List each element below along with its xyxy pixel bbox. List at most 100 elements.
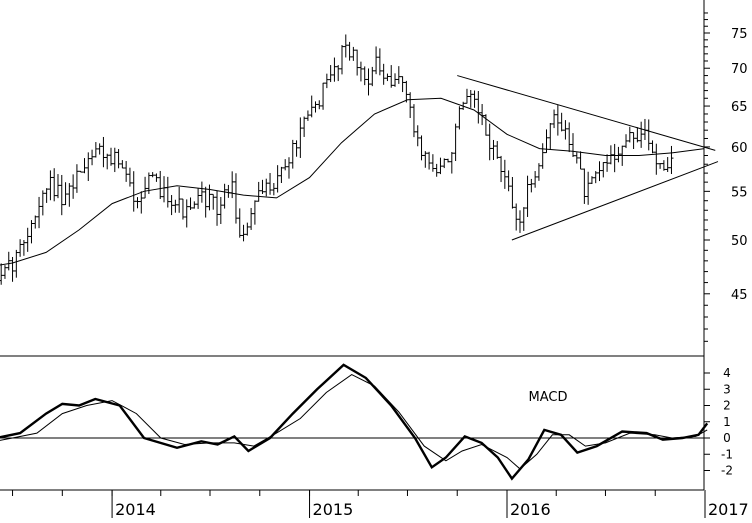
ohlc-bar: [578, 151, 583, 170]
ohlc-bar: [555, 104, 560, 136]
ohlc-bar: [571, 133, 575, 158]
ohlc-bar: [40, 190, 45, 216]
ohlc-bars: [0, 34, 674, 285]
ohlc-bar: [131, 171, 136, 212]
ohlc-bar: [249, 207, 254, 230]
ohlc-bar: [389, 65, 394, 88]
ohlc-bar: [446, 158, 451, 163]
ohlc-bar: [162, 176, 167, 203]
ohlc-bar: [340, 44, 344, 75]
ohlc-bar: [593, 171, 598, 184]
ohlc-bar: [260, 179, 265, 194]
ohlc-bar: [233, 173, 238, 224]
price-tick-label: 70: [731, 62, 748, 77]
macd-tick-label: 3: [723, 382, 731, 396]
ohlc-bar: [271, 183, 276, 196]
ohlc-bar: [582, 168, 587, 204]
ohlc-bar: [529, 178, 534, 193]
ohlc-bar: [355, 49, 360, 76]
ohlc-bar: [120, 160, 125, 169]
ohlc-bar: [207, 184, 212, 211]
ohlc-bar: [517, 210, 522, 233]
ohlc-bar: [226, 184, 231, 198]
ohlc-bar: [616, 146, 621, 163]
ohlc-bar: [464, 88, 469, 104]
ohlc-bar: [377, 48, 382, 76]
ohlc-bar: [165, 176, 170, 208]
ohlc-bar: [25, 227, 30, 252]
ohlc-bar: [14, 249, 19, 278]
ohlc-bar: [540, 143, 545, 169]
ohlc-bar: [78, 170, 83, 173]
ohlc-bar: [82, 158, 87, 174]
ohlc-bar: [430, 154, 435, 172]
price-tick-label: 60: [731, 141, 748, 156]
ohlc-bar: [411, 104, 416, 138]
macd-panel: -2 -1 0 1 2 3 4 MACD: [0, 363, 733, 481]
ohlc-bar: [237, 208, 242, 238]
price-panel: 45 50 55 60 65 70 75: [0, 12, 748, 342]
price-tick-label: 50: [731, 234, 748, 249]
ohlc-bar: [506, 170, 511, 192]
ohlc-bar: [127, 167, 132, 187]
ohlc-bar: [381, 63, 386, 85]
ohlc-bar: [90, 149, 95, 166]
ohlc-bar: [0, 263, 4, 285]
ohlc-bar: [487, 123, 492, 161]
trendline: [511, 161, 719, 241]
ohlc-bar: [586, 171, 591, 205]
ohlc-bar: [196, 188, 201, 209]
ohlc-bar: [393, 73, 398, 87]
ohlc-bar: [434, 163, 439, 177]
ohlc-bar: [654, 143, 659, 175]
ohlc-bar: [264, 178, 269, 197]
chart-frame: [0, 0, 705, 491]
ohlc-bar: [559, 112, 564, 132]
macd-tick-label: -1: [721, 447, 733, 461]
ohlc-bar: [665, 157, 670, 172]
ohlc-bar: [343, 34, 348, 58]
ohlc-bar: [37, 196, 42, 229]
ohlc-bar: [370, 66, 375, 87]
ohlc-bar: [605, 154, 610, 172]
ohlc-bar: [449, 151, 454, 174]
ohlc-bar: [661, 160, 666, 171]
price-tick-label: 55: [731, 185, 748, 200]
price-tick-label: 45: [731, 288, 748, 303]
ohlc-bar: [6, 251, 11, 271]
ohlc-bar: [67, 183, 72, 207]
ohlc-bar: [211, 193, 216, 210]
ohlc-bar: [294, 140, 299, 157]
ohlc-bar: [18, 239, 23, 257]
moving-average-line: [0, 97, 705, 266]
ohlc-bar: [423, 151, 428, 168]
ohlc-bar: [324, 73, 329, 89]
ohlc-bar: [317, 100, 322, 110]
ohlc-bar: [313, 101, 318, 113]
ohlc-bar: [358, 61, 363, 82]
ohlc-bar: [302, 116, 307, 137]
ohlc-bar: [169, 195, 174, 216]
ohlc-bar: [597, 161, 602, 182]
ohlc-bar: [646, 119, 651, 151]
ohlc-bar: [105, 153, 110, 170]
ohlc-bar: [252, 200, 257, 225]
ohlc-bar: [93, 142, 98, 158]
ohlc-bar: [669, 145, 674, 174]
ohlc-bar: [10, 256, 15, 282]
ohlc-bar: [321, 82, 326, 110]
ohlc-bar: [627, 126, 632, 143]
ohlc-bar: [457, 106, 462, 130]
ohlc-bar: [589, 176, 594, 185]
ohlc-bar: [468, 89, 473, 108]
ohlc-bar: [33, 215, 38, 229]
ohlc-bar: [404, 80, 409, 103]
ohlc-bar: [309, 95, 314, 118]
ohlc-bar: [218, 196, 223, 225]
ohlc-bar: [608, 145, 613, 165]
ohlc-bar: [2, 265, 7, 279]
year-tick-label: 2014: [115, 500, 156, 518]
ohlc-bar: [332, 57, 337, 82]
ohlc-bar: [63, 182, 68, 206]
ohlc-bar: [177, 186, 182, 213]
